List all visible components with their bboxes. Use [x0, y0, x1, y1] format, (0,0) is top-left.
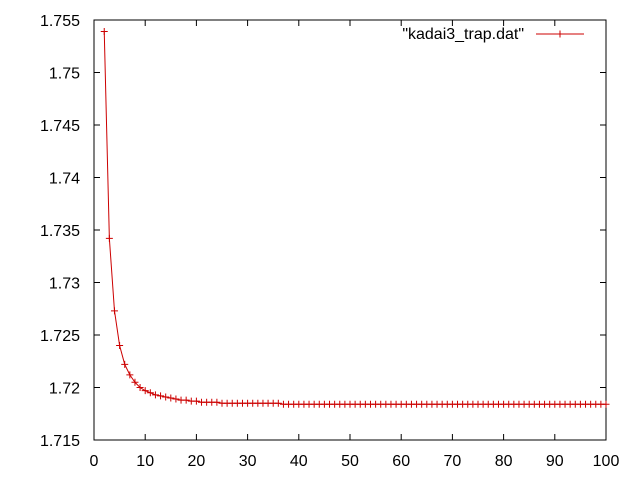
data-point-marker: [126, 371, 134, 379]
legend-label: "kadai3_trap.dat": [402, 26, 524, 43]
y-tick-label: 1.73: [49, 276, 80, 293]
data-point-marker: [110, 307, 118, 315]
data-point-marker: [162, 393, 170, 401]
plot-frame: [93, 19, 607, 441]
data-point-marker: [116, 342, 124, 349]
y-axis: 1.715 1.72 1.725 1.73 1.735 1.74 1.745 1.75 1.75…: [40, 13, 606, 450]
data-point-marker: [167, 394, 175, 402]
x-tick-label: 40: [290, 453, 308, 470]
data-point-marker: [192, 397, 200, 405]
y-tick-label: 1.715: [40, 433, 80, 450]
data-point-marker: [131, 378, 139, 386]
y-tick-label: 1.75: [49, 66, 80, 83]
x-tick-label: 90: [546, 453, 564, 470]
data-point-marker: [100, 28, 108, 36]
legend: "kadai3_trap.dat": [402, 26, 584, 43]
x-tick-label: 30: [239, 453, 257, 470]
x-tick-label: 10: [136, 453, 154, 470]
x-tick-label: 80: [495, 453, 513, 470]
y-tick-label: 1.745: [40, 118, 80, 135]
data-point-marker: [136, 384, 144, 391]
y-tick-label: 1.755: [40, 13, 80, 30]
data-point-marker: [146, 389, 154, 397]
data-point-marker: [121, 360, 129, 368]
y-tick-label: 1.72: [49, 381, 80, 398]
legend-marker: [556, 30, 564, 38]
series-line: [103, 31, 606, 405]
data-point-marker: [602, 400, 610, 408]
x-tick-label: 20: [188, 453, 206, 470]
x-tick-label: 100: [593, 453, 620, 470]
data-point-marker: [213, 398, 221, 406]
data-point-marker: [141, 387, 149, 395]
x-tick-label: 60: [392, 453, 410, 470]
data-point-marker: [105, 234, 113, 242]
x-axis: 0 10 20 30 40 50 60 70 80 90 100: [90, 20, 620, 470]
data-point-marker: [274, 399, 282, 407]
x-tick-label: 50: [341, 453, 359, 470]
x-tick-label: 0: [90, 453, 99, 470]
data-point-marker: [157, 392, 165, 400]
y-tick-label: 1.74: [49, 171, 80, 188]
data-point-marker: [182, 396, 190, 404]
y-tick-label: 1.735: [40, 223, 80, 240]
series-layer: [100, 28, 610, 408]
y-tick-label: 1.725: [40, 328, 80, 345]
legend-marker-plus: [556, 30, 564, 38]
x-tick-label: 70: [444, 453, 462, 470]
data-point-marker: [172, 395, 180, 403]
data-point-marker: [151, 391, 159, 399]
